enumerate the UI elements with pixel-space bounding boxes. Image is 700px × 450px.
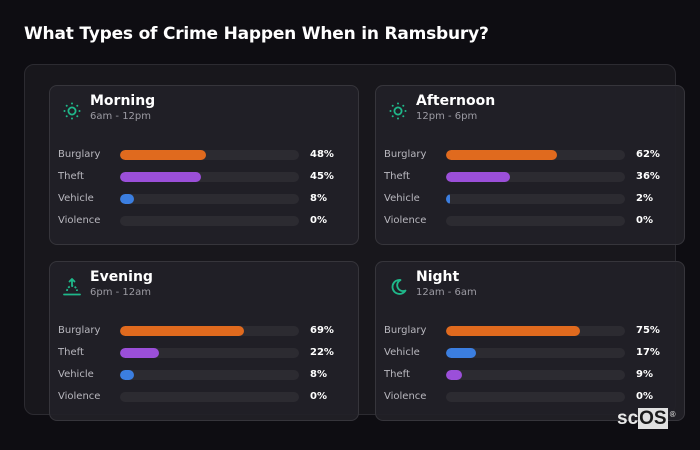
bar-row: Burglary 75% (384, 324, 674, 338)
bar-fill (120, 370, 135, 380)
bar-label: Burglary (58, 325, 101, 336)
bar-value: 8% (310, 369, 327, 380)
bar-value: 0% (636, 391, 653, 402)
bar-track (120, 216, 299, 226)
bar-track (446, 348, 625, 358)
bar-fill (446, 172, 511, 182)
bar-label: Burglary (384, 325, 427, 336)
bar-row: Theft 22% (58, 346, 348, 360)
bar-label: Violence (58, 391, 101, 402)
bar-label: Theft (58, 171, 84, 182)
bar-value: 9% (636, 369, 653, 380)
bar-track (120, 348, 299, 358)
bar-fill (446, 326, 581, 336)
bar-label: Burglary (384, 149, 427, 160)
bar-track (120, 392, 299, 402)
bar-fill (446, 194, 450, 204)
bar-row: Theft 9% (384, 368, 674, 382)
sun-icon (63, 102, 81, 120)
bar-value: 36% (636, 171, 660, 182)
bar-row: Vehicle 8% (58, 368, 348, 382)
bar-fill (446, 150, 557, 160)
card-evening: Evening 6pm - 12am Burglary 69% Theft 22… (49, 261, 359, 421)
bar-row: Vehicle 2% (384, 192, 674, 206)
bar-track (446, 172, 625, 182)
bar-value: 69% (310, 325, 334, 336)
registered-mark: ® (669, 410, 676, 419)
bar-label: Vehicle (384, 193, 420, 204)
card-afternoon: Afternoon 12pm - 6pm Burglary 62% Theft … (375, 85, 685, 245)
bar-row: Violence 0% (58, 390, 348, 404)
bar-row: Theft 45% (58, 170, 348, 184)
card-time-range: 12pm - 6pm (416, 111, 478, 122)
logo-sc: sc (617, 408, 639, 429)
bar-fill (120, 150, 206, 160)
bar-label: Theft (58, 347, 84, 358)
bar-value: 62% (636, 149, 660, 160)
card-time-range: 6pm - 12am (90, 287, 152, 298)
bar-row: Burglary 62% (384, 148, 674, 162)
bar-value: 45% (310, 171, 334, 182)
card-time-range: 6am - 12pm (90, 111, 152, 122)
bar-track (120, 150, 299, 160)
scos-logo: scOS ® (617, 408, 676, 429)
bar-value: 75% (636, 325, 660, 336)
bar-value: 22% (310, 347, 334, 358)
card-title: Morning (90, 93, 156, 109)
bar-label: Vehicle (58, 193, 94, 204)
bar-label: Violence (58, 215, 101, 226)
bar-value: 48% (310, 149, 334, 160)
sunset-icon (63, 278, 81, 296)
moon-icon (391, 279, 407, 295)
card-title: Evening (90, 269, 153, 285)
card-morning: Morning 6am - 12pm Burglary 48% Theft 45… (49, 85, 359, 245)
logo-os: OS (638, 408, 668, 429)
bar-row: Vehicle 17% (384, 346, 674, 360)
bar-row: Vehicle 8% (58, 192, 348, 206)
bar-track (446, 370, 625, 380)
bar-label: Vehicle (58, 369, 94, 380)
bar-label: Theft (384, 171, 410, 182)
bar-value: 0% (310, 391, 327, 402)
bar-track (446, 194, 625, 204)
bar-track (446, 216, 625, 226)
bar-row: Violence 0% (58, 214, 348, 228)
bar-track (120, 326, 299, 336)
bar-fill (120, 348, 160, 358)
bar-track (446, 150, 625, 160)
bar-track (120, 194, 299, 204)
bar-label: Theft (384, 369, 410, 380)
bar-track (446, 392, 625, 402)
bar-row: Violence 0% (384, 214, 674, 228)
bar-value: 0% (636, 215, 653, 226)
bar-label: Vehicle (384, 347, 420, 358)
bar-fill (446, 370, 463, 380)
bar-row: Violence 0% (384, 390, 674, 404)
bar-value: 0% (310, 215, 327, 226)
bar-fill (120, 172, 201, 182)
page-title: What Types of Crime Happen When in Ramsb… (24, 24, 489, 44)
bar-track (446, 326, 625, 336)
bar-fill (446, 348, 477, 358)
card-time-range: 12am - 6am (416, 287, 477, 298)
bar-fill (120, 326, 244, 336)
bar-label: Burglary (58, 149, 101, 160)
bar-value: 2% (636, 193, 653, 204)
card-title: Afternoon (416, 93, 496, 109)
bar-row: Burglary 69% (58, 324, 348, 338)
bar-track (120, 370, 299, 380)
sun-icon (389, 102, 407, 120)
bar-row: Theft 36% (384, 170, 674, 184)
bar-fill (120, 194, 135, 204)
card-night: Night 12am - 6am Burglary 75% Vehicle 17… (375, 261, 685, 421)
card-title: Night (416, 269, 460, 285)
bar-track (120, 172, 299, 182)
bar-row: Burglary 48% (58, 148, 348, 162)
bar-label: Violence (384, 391, 427, 402)
bar-label: Violence (384, 215, 427, 226)
bar-value: 17% (636, 347, 660, 358)
bar-value: 8% (310, 193, 327, 204)
